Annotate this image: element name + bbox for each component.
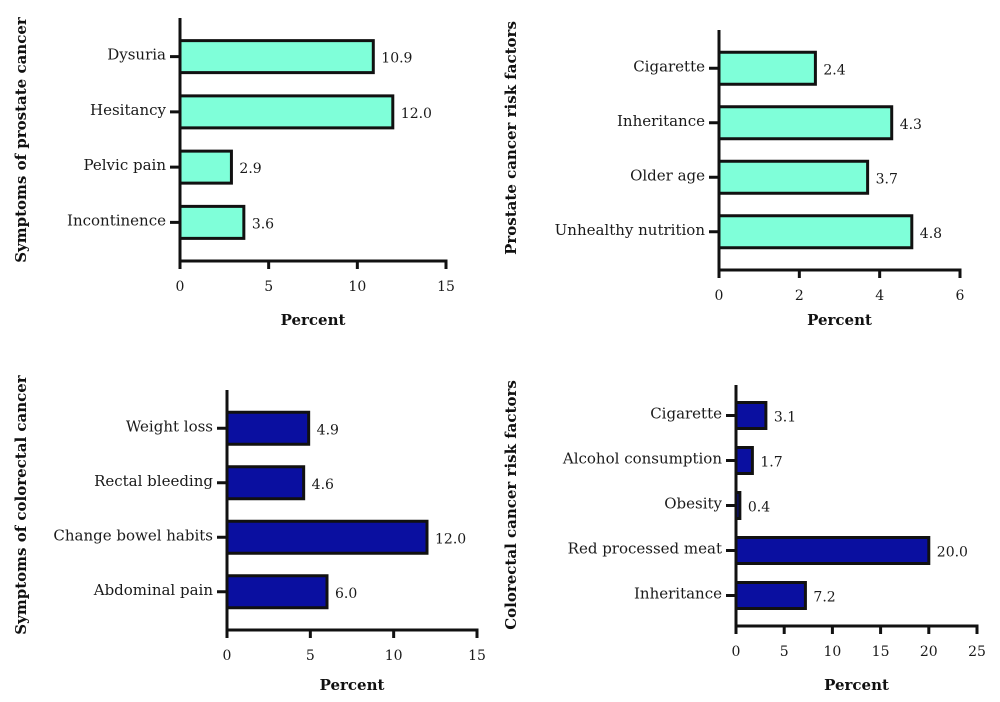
bar	[178, 204, 246, 240]
category-label: Dysuria	[107, 46, 166, 64]
bar	[225, 519, 429, 555]
chart-prostate-symptoms: 0 5 10 15 Dysuria 10.9 Hesitancy 12.0 Pelvic pai…	[12, 16, 455, 329]
x-tick-label: 6	[956, 288, 965, 304]
category-label: Inheritance	[617, 112, 705, 130]
bar	[225, 465, 306, 501]
x-axis-title: Percent	[281, 311, 346, 329]
bar	[178, 94, 395, 130]
x-tick-label: 0	[715, 288, 724, 304]
chart-prostate-risk-factors: 0 2 4 6 Cigarette 2.4 Inheritance 4.3 Older age 3…	[502, 21, 965, 329]
bar	[734, 401, 768, 430]
category-label: Obesity	[664, 495, 722, 513]
y-axis-title: Prostate cancer risk factors	[502, 21, 520, 255]
x-tick-label: 10	[823, 644, 841, 660]
bar	[178, 39, 375, 75]
category-label: Cigarette	[650, 405, 722, 423]
data-label: 2.9	[239, 161, 261, 177]
category-label: Rectal bleeding	[94, 472, 213, 490]
y-axis-title: Symptoms of colorectal cancer	[12, 374, 30, 634]
data-label: 3.7	[876, 171, 898, 187]
x-tick-label: 10	[385, 648, 403, 664]
bar	[734, 581, 807, 610]
bar	[225, 574, 329, 610]
data-label: 1.7	[760, 455, 782, 471]
data-label: 4.9	[317, 422, 339, 438]
category-label: Weight loss	[126, 417, 213, 435]
data-label: 3.6	[252, 216, 274, 232]
bar	[734, 491, 742, 520]
x-tick-label: 15	[468, 648, 486, 664]
data-label: 4.6	[312, 477, 334, 493]
category-label: Older age	[630, 166, 705, 184]
y-axis-title: Symptoms of prostate cancer	[12, 16, 30, 263]
x-tick-label: 4	[875, 288, 884, 304]
x-tick-label: 5	[264, 279, 273, 295]
x-tick-label: 5	[780, 644, 789, 660]
data-label: 0.4	[748, 500, 770, 516]
x-tick-label: 0	[176, 279, 185, 295]
x-axis-title: Percent	[824, 676, 889, 694]
data-label: 4.8	[920, 226, 942, 242]
y-axis-title: Colorectal cancer risk factors	[502, 380, 520, 630]
chart-colorectal-symptoms: 0 5 10 15 Weight loss 4.9 Rectal bleeding 4.6 Ch…	[12, 374, 486, 694]
data-label: 6.0	[335, 586, 357, 602]
category-label: Incontinence	[67, 211, 166, 229]
bar	[178, 149, 233, 185]
bar	[717, 50, 817, 86]
bar	[734, 446, 754, 475]
category-label: Unhealthy nutrition	[555, 221, 706, 239]
category-label: Pelvic pain	[83, 156, 166, 174]
x-tick-label: 15	[437, 279, 455, 295]
x-tick-label: 5	[306, 648, 315, 664]
bar	[717, 105, 894, 141]
x-axis-title: Percent	[320, 676, 385, 694]
x-tick-label: 10	[348, 279, 366, 295]
data-label: 7.2	[813, 590, 835, 606]
x-tick-label: 15	[872, 644, 890, 660]
category-label: Abdominal pain	[93, 581, 214, 599]
bar	[717, 159, 870, 195]
data-label: 12.0	[435, 531, 466, 547]
category-label: Change bowel habits	[53, 526, 213, 544]
data-label: 4.3	[900, 117, 922, 133]
bar	[717, 214, 914, 250]
category-label: Alcohol consumption	[562, 450, 722, 468]
data-label: 12.0	[401, 106, 432, 122]
category-label: Red processed meat	[568, 540, 722, 558]
category-label: Inheritance	[634, 585, 722, 603]
category-label: Cigarette	[633, 57, 705, 75]
data-label: 3.1	[774, 410, 796, 426]
x-tick-label: 0	[223, 648, 232, 664]
x-tick-label: 20	[920, 644, 938, 660]
x-axis-title: Percent	[807, 311, 872, 329]
x-tick-label: 0	[732, 644, 741, 660]
bar	[225, 410, 311, 446]
x-tick-label: 25	[968, 644, 986, 660]
data-label: 10.9	[381, 51, 412, 67]
chart-colorectal-risk-factors: 0 5 10 15 20 25 Cigarette 3.1 Alcohol consumptio…	[502, 380, 986, 694]
category-label: Hesitancy	[90, 101, 166, 119]
bar	[734, 536, 931, 565]
data-label: 20.0	[937, 545, 968, 561]
data-label: 2.4	[823, 62, 845, 78]
x-tick-label: 2	[795, 288, 804, 304]
